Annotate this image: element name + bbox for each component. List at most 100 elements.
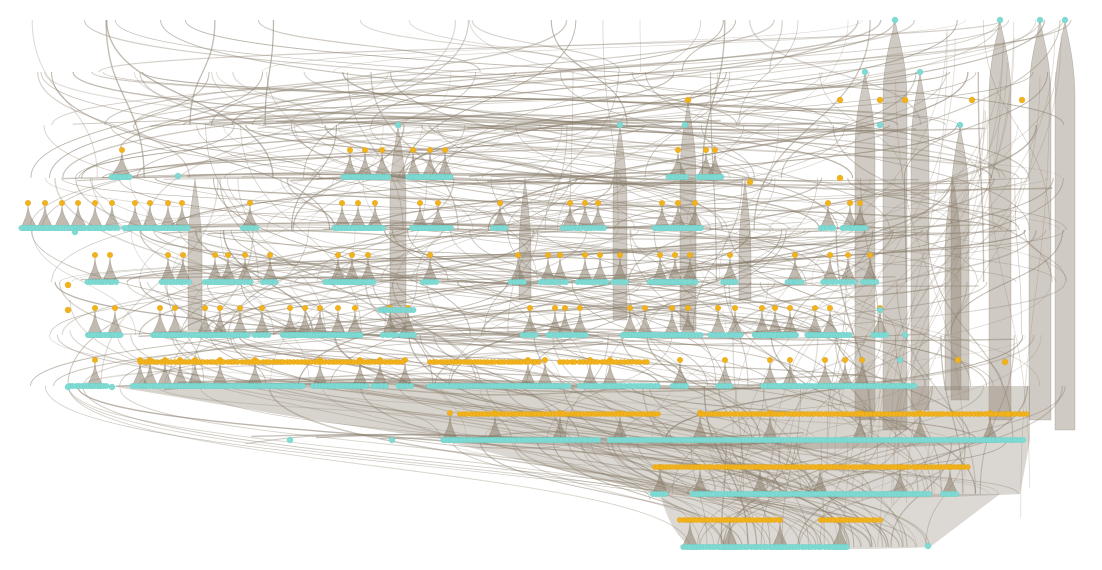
- graph-edge: [538, 124, 1019, 179]
- graph-edge: [192, 281, 715, 387]
- graph-edge: [468, 170, 687, 179]
- graph-edge: [139, 281, 223, 336]
- leaf-node: [114, 225, 121, 231]
- graph-edge: [434, 124, 767, 179]
- hub-node: [827, 252, 833, 258]
- leaf-node: [64, 383, 72, 391]
- hub-node: [954, 356, 962, 364]
- leaf-node: [184, 225, 191, 231]
- hub-node: [427, 147, 433, 153]
- graph-edge: [395, 281, 640, 336]
- hub-node: [212, 252, 218, 258]
- leaf-node: [447, 174, 454, 180]
- graph-edge: [631, 71, 1001, 179]
- hub-node: [157, 305, 163, 311]
- hub-node: [562, 305, 568, 311]
- graph-edge: [811, 124, 1018, 283]
- leaf-node: [953, 491, 960, 497]
- graph-edge: [689, 19, 1064, 101]
- hub-node: [577, 305, 583, 311]
- graph-edge: [37, 71, 191, 179]
- hub-node: [567, 200, 573, 206]
- graph-edge: [219, 229, 535, 336]
- hub-node: [732, 305, 738, 311]
- graph-edge: [113, 268, 896, 279]
- hub-node: [597, 252, 603, 258]
- hub-node: [339, 200, 345, 206]
- graph-edge: [152, 327, 926, 340]
- edge-bundle: [87, 359, 103, 387]
- hub-node: [109, 200, 115, 206]
- graph-edge: [30, 71, 210, 179]
- edge-spire: [988, 19, 1012, 421]
- leaf-node: [996, 16, 1004, 24]
- graph-edge: [251, 19, 1072, 126]
- hub-node: [845, 252, 851, 258]
- hub-node: [792, 252, 798, 258]
- graph-edge: [83, 19, 738, 126]
- hub-node: [317, 305, 323, 311]
- hub-node: [335, 305, 341, 311]
- edge-bundle: [37, 202, 53, 229]
- leaf-node: [565, 383, 572, 389]
- graph-edge: [449, 229, 1017, 283]
- hub-node: [629, 359, 635, 365]
- graph-edge: [700, 124, 891, 231]
- hub-node: [876, 96, 884, 104]
- leaf-node: [299, 383, 306, 389]
- hub-node: [872, 517, 879, 523]
- hub-node: [898, 411, 904, 417]
- graph-edge: [1023, 229, 1067, 283]
- graph-edge: [487, 71, 969, 231]
- graph-edge: [896, 110, 985, 488]
- graph-edge: [692, 177, 743, 336]
- graph-edge: [436, 124, 728, 231]
- hub-node: [787, 357, 793, 363]
- leaf-node: [856, 383, 863, 389]
- hub-node: [172, 305, 178, 311]
- graph-edge: [391, 281, 478, 387]
- hub-node: [217, 305, 223, 311]
- graph-edge: [614, 385, 769, 441]
- graph-edge: [380, 177, 1030, 231]
- graph-edge: [41, 71, 477, 231]
- hub-node: [1018, 96, 1026, 104]
- graph-edge: [905, 76, 1041, 504]
- graph-edge: [205, 124, 259, 283]
- graph-edge: [403, 19, 958, 179]
- graph-edge: [490, 172, 992, 185]
- hub-node: [968, 96, 976, 104]
- graph-edge: [224, 124, 593, 179]
- graph-edge: [333, 19, 966, 73]
- hub-node: [59, 200, 65, 206]
- hub-node: [775, 517, 782, 523]
- graph-edge: [98, 19, 1003, 73]
- graph-edge: [904, 177, 907, 283]
- hub-node: [107, 252, 113, 258]
- hub-node: [594, 359, 601, 365]
- graph-edge: [109, 229, 806, 283]
- graph-edge: [88, 331, 746, 346]
- hub-node: [92, 252, 98, 258]
- graph-edge: [511, 439, 724, 548]
- leaf-node: [286, 436, 294, 444]
- leaf-node: [901, 331, 909, 339]
- graph-edge: [153, 229, 821, 336]
- hub-node: [64, 306, 72, 314]
- hub-node: [712, 147, 718, 153]
- graph-edge: [389, 71, 839, 231]
- graph-edge: [180, 177, 571, 336]
- graph-edge: [164, 229, 588, 387]
- hub-node: [302, 305, 308, 311]
- leaf-node: [410, 332, 417, 338]
- graph-edge: [686, 19, 849, 231]
- hub-node: [410, 147, 416, 153]
- graph-edge: [769, 177, 896, 231]
- leaf-node: [247, 279, 254, 285]
- graph-edge: [986, 117, 1030, 488]
- hub-node: [672, 252, 678, 258]
- graph-edge: [844, 281, 1041, 387]
- leaf-node: [595, 437, 602, 443]
- leaf-node: [366, 279, 373, 285]
